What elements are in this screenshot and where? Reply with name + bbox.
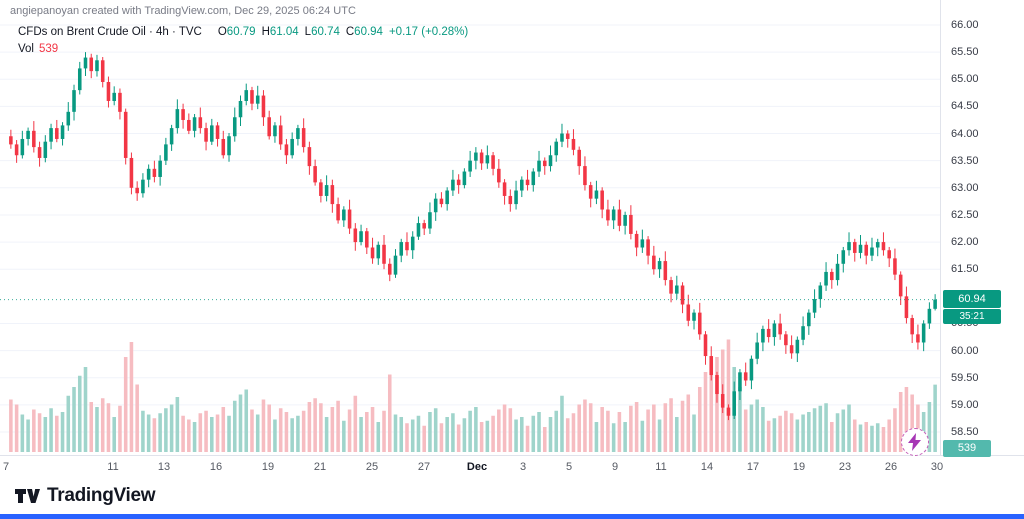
time-tick-label: 3 [519,461,527,473]
time-tick-label: 19 [792,461,806,473]
boost-button[interactable] [901,428,929,456]
time-tick-label: 17 [746,461,760,473]
attribution-text: angiepanoyan created with TradingView.co… [10,5,356,17]
price-tick-label: 60.00 [951,344,979,357]
price-tick-label: 64.00 [951,127,979,140]
tradingview-logo-icon [15,488,40,503]
low-label: L [304,26,312,38]
time-tick-label: 7 [2,461,10,473]
high-label: H [261,26,270,38]
time-tick-label: 25 [365,461,379,473]
close-value: 60.94 [354,26,383,38]
lightning-icon [908,433,921,451]
low-value: 60.74 [311,26,340,38]
time-tick-label: 21 [313,461,327,473]
last-price-badge: 60.94 [943,290,1001,309]
chart-legend: CFDs on Brent Crude Oil · 4h · TVC O60.79… [18,24,468,57]
time-tick-label: 16 [209,461,223,473]
price-tick-label: 62.00 [951,236,979,249]
close-label: C [345,26,355,38]
price-tick-label: 63.50 [951,154,979,167]
symbol-title[interactable]: CFDs on Brent Crude Oil · 4h · TVC [18,26,202,38]
tradingview-logo[interactable]: TradingView [14,484,156,507]
time-tick-label: 13 [157,461,171,473]
footer: TradingView [0,477,1024,514]
time-tick-label: 11 [107,461,119,473]
price-tick-label: 63.00 [951,181,979,194]
time-tick-label: 27 [417,461,431,473]
time-tick-label: 30 [930,461,944,473]
time-tick-label: 11 [655,461,667,473]
price-chart[interactable] [0,0,940,455]
price-tick-label: 64.50 [951,100,979,113]
price-tick-label: 66.00 [951,19,979,31]
time-tick-label: 14 [700,461,714,473]
price-tick-label: 58.50 [951,426,979,439]
price-tick-label: 65.00 [951,73,979,86]
brand-wordmark: TradingView [47,484,156,506]
countdown-badge: 35:21 [943,309,1001,325]
price-tick-label: 62.50 [951,208,979,221]
time-tick-label: 23 [838,461,852,473]
price-tick-label: 59.00 [951,398,979,411]
price-tick-label: 59.50 [951,371,979,384]
chart-pane[interactable]: CFDs on Brent Crude Oil · 4h · TVC O60.79… [0,0,940,456]
open-value: 60.79 [226,26,256,38]
high-value: 61.04 [269,26,299,38]
time-tick-label: 9 [611,461,619,473]
time-tick-label: Dec [466,461,488,473]
time-axis[interactable]: 7 11 13 16 19 21 25 27 Dec 3 5 9 11 14 17 19 23 26 30 [0,455,1024,477]
volume-label: Vol [18,43,34,55]
time-tick-label: 5 [565,461,573,473]
price-tick-label: 61.50 [951,263,979,276]
accent-bottom-bar [0,514,1024,519]
price-tick-label: 65.50 [951,46,979,59]
time-tick-label: 19 [261,461,275,473]
open-label: O [217,26,227,38]
change-value: +0.17 (+0.28%) [388,26,469,38]
time-tick-label: 26 [884,461,898,473]
volume-badge: 539 [943,440,991,457]
price-axis[interactable]: 60.94 35:21 539 66.00 65.50 65.00 64.50 64.0… [940,0,1024,457]
volume-value: 539 [39,43,59,55]
